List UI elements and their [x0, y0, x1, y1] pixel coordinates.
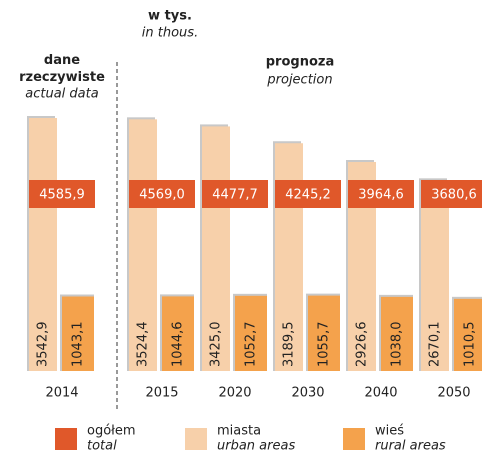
unit-label-en: in thous.	[142, 26, 198, 41]
bar	[381, 296, 413, 371]
actual-label: dane rzeczywiste	[19, 53, 105, 85]
value-label: 3524,4	[136, 322, 151, 368]
legend-label-en: urban areas	[217, 439, 295, 454]
projection-label-en: projection	[266, 73, 332, 88]
total-label: 4245,2	[285, 188, 331, 203]
total-label: 4569,0	[139, 188, 185, 203]
total-box	[421, 180, 482, 208]
legend-label-en: total	[87, 439, 117, 454]
legend-label: miasta	[217, 424, 261, 439]
bar	[29, 118, 57, 371]
value-label: 3425,0	[209, 322, 224, 368]
bar	[129, 119, 157, 371]
x-tick-label: 2030	[291, 386, 324, 401]
value-label: 2926,6	[355, 322, 370, 368]
bar	[62, 296, 94, 371]
value-label: 1010,5	[463, 322, 478, 368]
total-box	[29, 180, 95, 208]
legend-label: ogółem	[87, 424, 136, 439]
x-tick-label: 2014	[45, 386, 78, 401]
bar	[308, 295, 340, 371]
value-label: 3542,9	[36, 322, 51, 368]
legend-swatch	[55, 428, 77, 450]
actual-label-en: actual data	[25, 87, 98, 102]
bar	[202, 126, 230, 372]
x-tick-label: 2040	[364, 386, 397, 401]
value-label: 3189,5	[282, 322, 297, 368]
total-box	[202, 180, 268, 208]
total-box	[275, 180, 341, 208]
total-label: 4477,7	[212, 188, 258, 203]
value-label: 1052,7	[244, 322, 259, 368]
value-label: 1044,6	[171, 322, 186, 368]
x-tick-label: 2015	[145, 386, 178, 401]
projection-label: prognoza	[266, 55, 334, 70]
total-label: 3964,6	[358, 188, 404, 203]
value-label: 1055,7	[317, 322, 332, 368]
legend-swatch	[343, 428, 365, 450]
legend-swatch	[185, 428, 207, 450]
x-tick-label: 2020	[218, 386, 251, 401]
bar	[454, 298, 482, 371]
bar	[162, 296, 194, 371]
bar	[421, 180, 449, 371]
total-label: 3680,6	[431, 188, 477, 203]
total-box	[129, 180, 195, 208]
bar	[235, 295, 267, 371]
x-tick-label: 2050	[437, 386, 470, 401]
legend-label-en: rural areas	[375, 439, 446, 454]
value-label: 2670,1	[428, 322, 443, 368]
value-label: 1038,0	[390, 322, 405, 368]
total-box	[348, 180, 414, 208]
total-label: 4585,9	[39, 188, 85, 203]
value-label: 1043,1	[71, 322, 86, 368]
unit-label: w tys.	[148, 9, 192, 24]
legend-label: wieś	[375, 424, 404, 439]
